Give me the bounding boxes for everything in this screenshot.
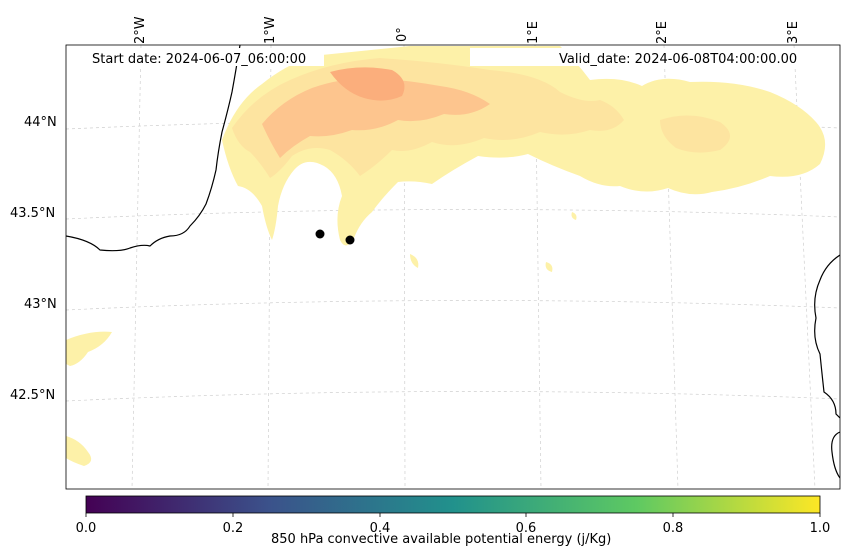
- coastline-bay-of-biscay: [66, 45, 241, 252]
- colorbar-label: 850 hPa convective available potential e…: [271, 532, 612, 547]
- colorbar-tick-5: 1.0: [809, 521, 831, 536]
- map-frame: [65, 44, 841, 490]
- cape-field: [66, 46, 826, 466]
- colorbar-tick-2: 0.4: [369, 521, 391, 536]
- lon-label-0: 0°: [395, 27, 410, 42]
- marker-point-b[interactable]: [345, 235, 355, 245]
- colorbar-tick-0: 0.0: [75, 521, 97, 536]
- lat-label-42-5n: 42.5°N: [10, 388, 56, 403]
- coastline-mediterranean-south: [831, 431, 840, 479]
- lon-label-1e: 1°E: [526, 21, 541, 44]
- lat-label-43-5n: 43.5°N: [10, 206, 56, 221]
- lon-label-1w: 1°W: [263, 16, 278, 44]
- parallel-42-5n: [66, 391, 840, 402]
- colorbar-ticks: [85, 513, 821, 517]
- meridian-2w: [131, 45, 142, 489]
- coastline: [66, 45, 840, 479]
- marker-point-a[interactable]: [315, 229, 325, 239]
- lon-label-2e: 2°E: [655, 21, 670, 44]
- parallel-43n: [66, 300, 840, 311]
- coastline-mediterranean: [814, 254, 840, 419]
- lat-label-44n: 44°N: [24, 115, 57, 130]
- valid-date-box: [470, 48, 818, 66]
- lat-label-43n: 43°N: [24, 297, 57, 312]
- colorbar: [85, 495, 821, 514]
- lon-label-3e: 3°E: [786, 21, 801, 44]
- valid-date-label: Valid_date: 2024-06-08T04:00:00.00: [559, 52, 798, 67]
- parallel-43-5n: [66, 209, 840, 220]
- start-date-label: Start date: 2024-06-07_06:00:00: [92, 52, 307, 67]
- start-date-box: [84, 48, 324, 66]
- colorbar-tick-3: 0.6: [515, 521, 537, 536]
- colorbar-tick-1: 0.2: [222, 521, 244, 536]
- lon-label-2w: 2°W: [133, 16, 148, 44]
- colorbar-tick-4: 0.8: [662, 521, 684, 536]
